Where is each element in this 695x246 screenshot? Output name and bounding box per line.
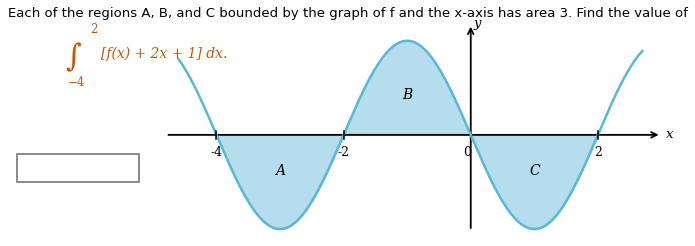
Text: 0: 0	[463, 146, 471, 159]
Text: Each of the regions A, B, and C bounded by the graph of f and the x-axis has are: Each of the regions A, B, and C bounded …	[8, 7, 687, 20]
Text: B: B	[402, 88, 412, 102]
Text: 2: 2	[90, 23, 98, 36]
Text: ∫: ∫	[65, 43, 81, 74]
Text: [f(x) + 2x + 1] dx.: [f(x) + 2x + 1] dx.	[101, 47, 227, 61]
Text: C: C	[529, 164, 539, 178]
Text: −4: −4	[67, 76, 85, 89]
Text: 2: 2	[594, 146, 602, 159]
Text: y: y	[474, 17, 482, 30]
Bar	[17, 154, 139, 182]
Text: -2: -2	[338, 146, 350, 159]
Text: -4: -4	[211, 146, 222, 159]
Text: A: A	[275, 164, 285, 178]
Text: x: x	[666, 128, 673, 141]
